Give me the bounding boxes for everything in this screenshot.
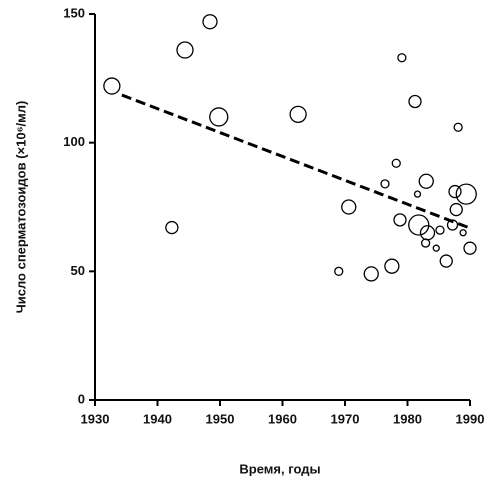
bubble [165,220,179,235]
y-tick-label: 150 [63,5,85,20]
bubble [455,183,477,205]
x-axis-label: Время, годы [239,461,320,476]
bubble [393,213,407,227]
bubble [453,122,463,132]
bubble [459,229,467,237]
bubble [176,41,194,59]
bubble [419,225,436,241]
y-axis-label: Число сперматозоидов (×10⁶/мл) [13,101,28,314]
x-tick-label: 1950 [206,411,235,426]
x-tick-label: 1940 [143,411,172,426]
bubble [380,179,390,189]
bubble [413,190,422,198]
bubble [202,14,218,30]
x-tick-label: 1970 [331,411,360,426]
bubble [418,173,434,189]
bubble [448,184,462,199]
bubble [103,77,121,95]
bubble [432,244,440,252]
bubble [408,214,430,236]
bubble [435,225,445,235]
bubble [289,105,307,124]
bubble [209,107,229,127]
x-tick-label: 1990 [456,411,485,426]
x-tick-label: 1960 [268,411,297,426]
y-tick-label: 50 [71,263,85,278]
bubble [449,202,463,217]
x-tick-label: 1980 [393,411,422,426]
bubble [397,53,407,63]
x-tick-label: 1930 [81,411,110,426]
y-tick-label: 0 [78,391,85,406]
bubble [408,94,422,109]
bubble [384,258,400,274]
bubble [334,266,344,276]
y-tick-label: 100 [63,134,85,149]
bubble [341,199,357,215]
bubble [439,254,453,268]
bubble [363,266,379,282]
trend-line [121,93,471,230]
bubble [420,238,431,248]
bubble [391,158,401,168]
bubble [463,241,477,255]
